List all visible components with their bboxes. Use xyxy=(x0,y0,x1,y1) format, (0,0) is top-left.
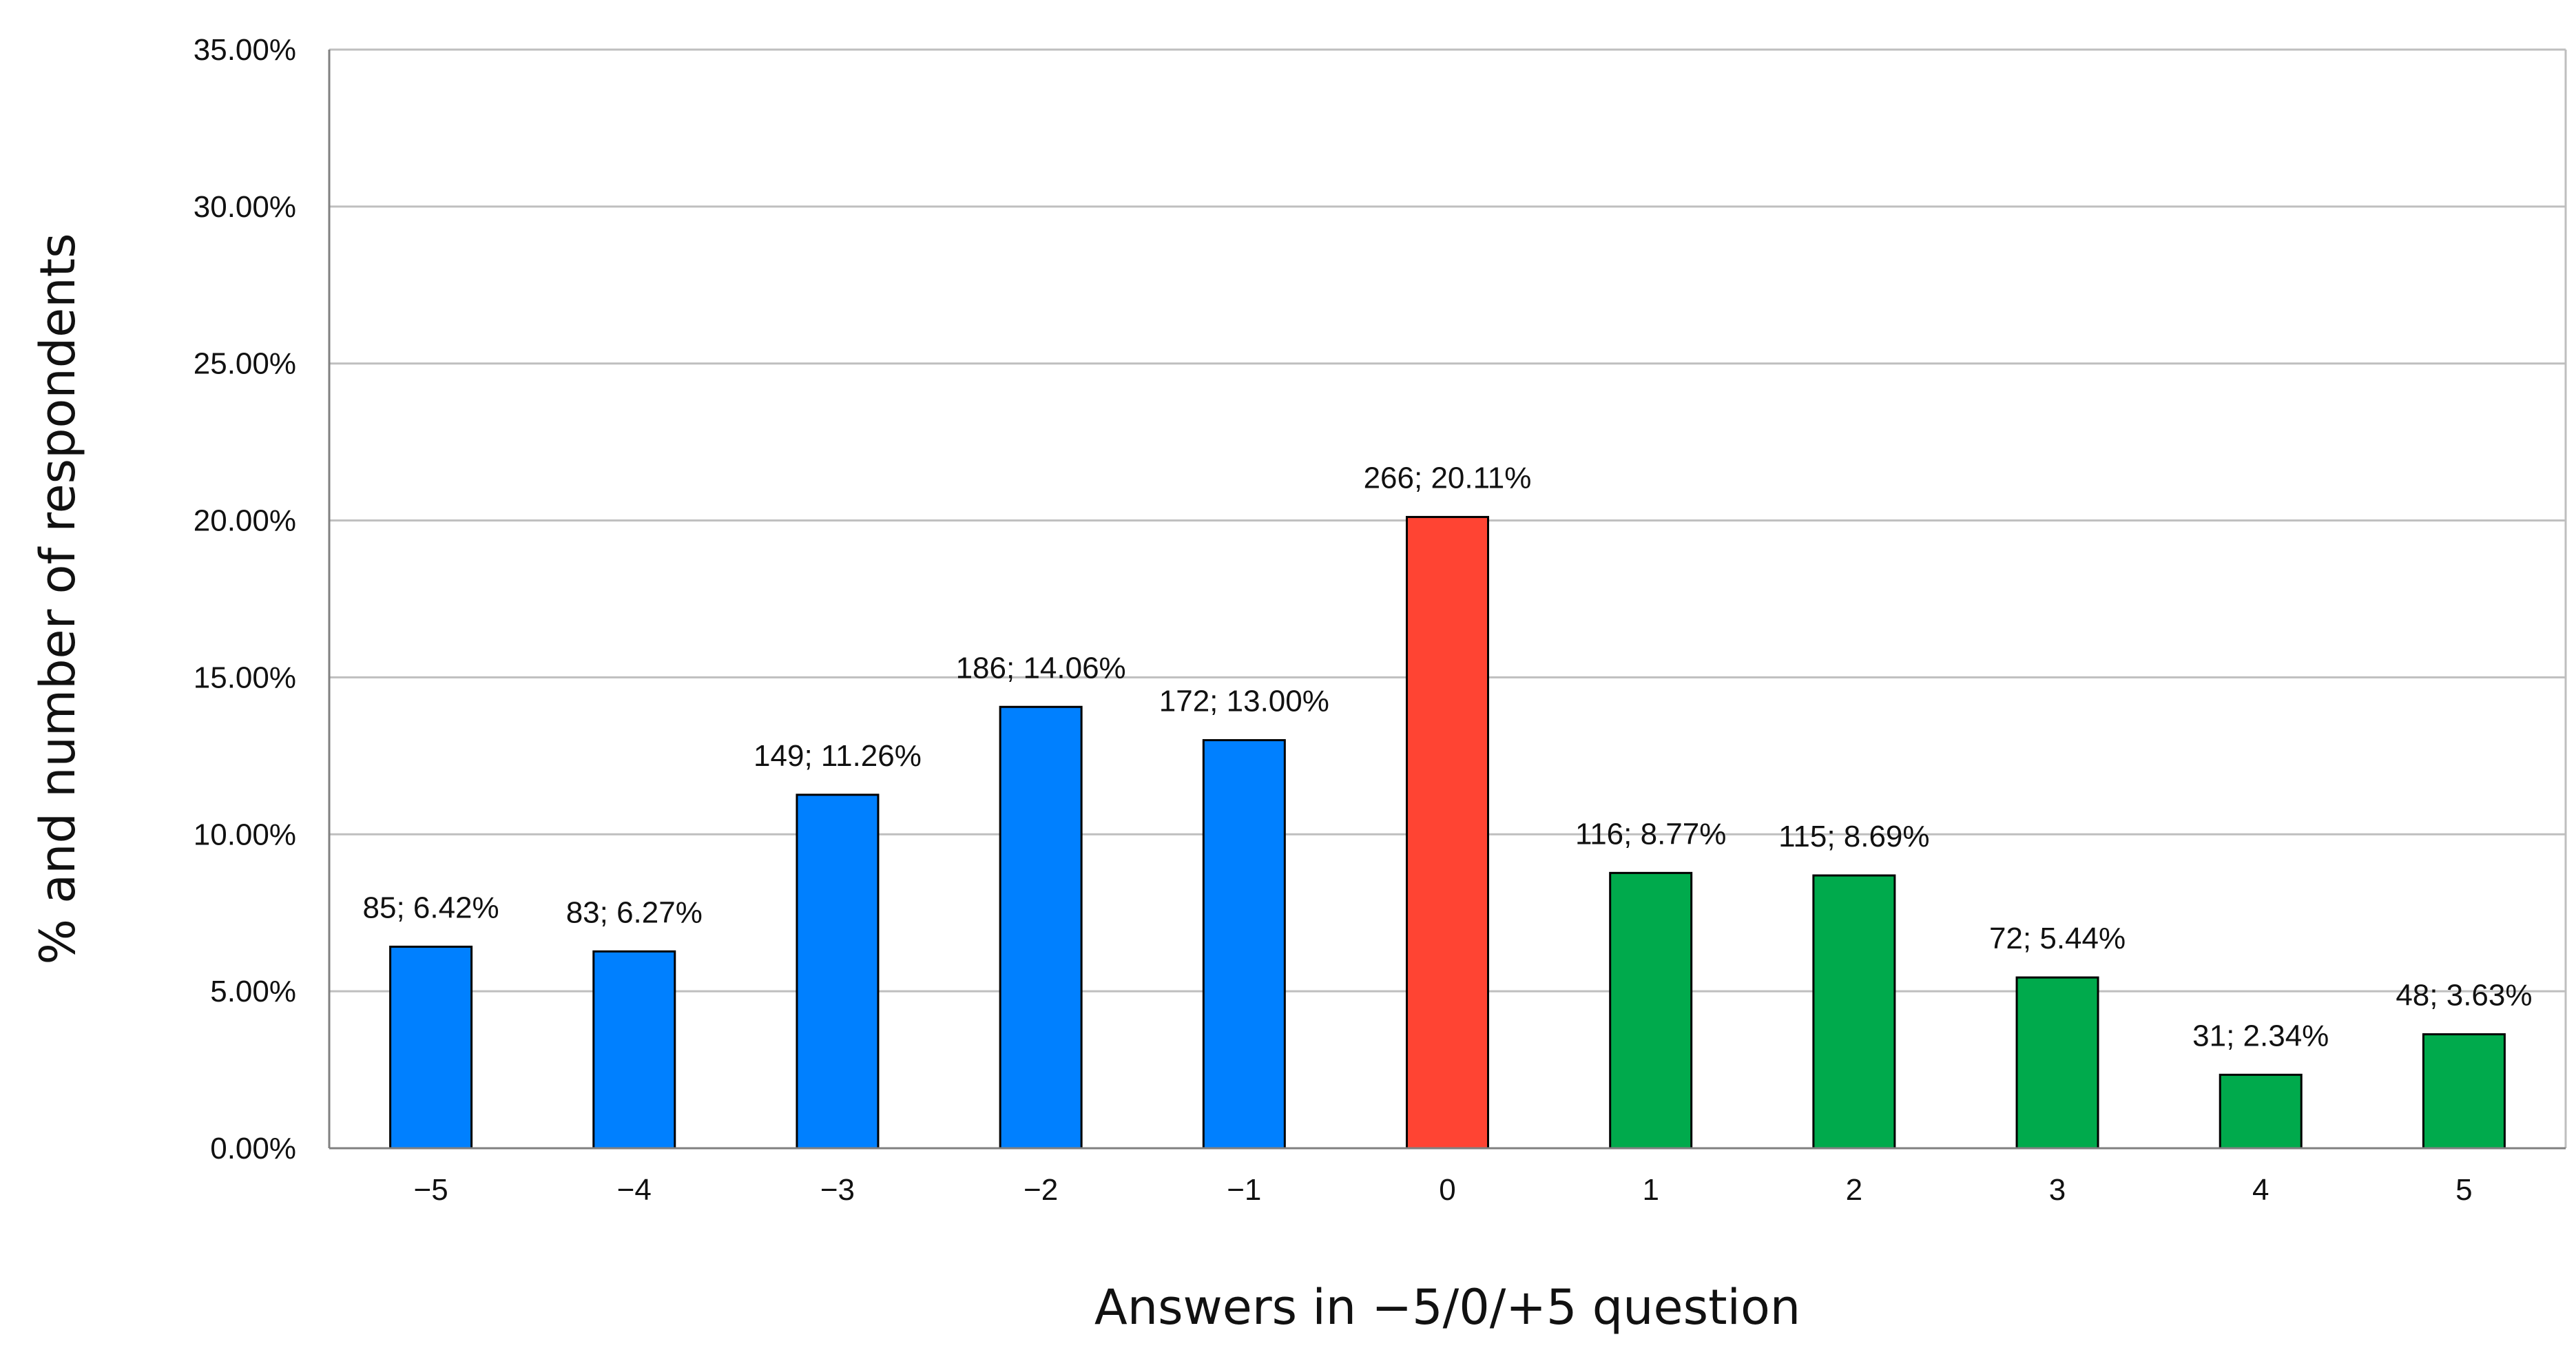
bar xyxy=(2219,1073,2303,1150)
x-tick-label: −1 xyxy=(1227,1173,1261,1207)
x-tick-label: −2 xyxy=(1024,1173,1058,1207)
data-label: 72; 5.44% xyxy=(1989,922,2126,955)
x-axis-ticks: −5 −4 −3 −2 −1 0 1 2 3 4 5 xyxy=(414,1173,2473,1207)
bar xyxy=(592,950,676,1150)
y-axis-title: % and number of respondents xyxy=(30,233,86,964)
data-labels: 85; 6.42% 83; 6.27% 149; 11.26% 186; 14.06%… xyxy=(363,461,2533,1053)
x-tick-label: 1 xyxy=(1642,1173,1659,1207)
x-tick-label: −3 xyxy=(820,1173,855,1207)
y-tick-label: 5.00% xyxy=(210,975,296,1008)
bar xyxy=(999,705,1083,1150)
data-label: 149; 11.26% xyxy=(754,739,922,773)
bar xyxy=(1812,874,1896,1150)
x-tick-label: 2 xyxy=(1846,1173,1862,1207)
x-axis-title: Answers in −5/0/+5 question xyxy=(1094,1279,1800,1336)
data-label: 116; 8.77% xyxy=(1575,817,1726,851)
y-tick-label: 20.00% xyxy=(194,504,296,538)
y-tick-label: 25.00% xyxy=(194,347,296,381)
bar xyxy=(1202,739,1286,1150)
bars xyxy=(389,516,2506,1150)
x-tick-label: 5 xyxy=(2455,1173,2472,1207)
y-tick-label: 15.00% xyxy=(194,661,296,694)
y-tick-label: 35.00% xyxy=(194,33,296,67)
data-label: 85; 6.42% xyxy=(363,891,499,924)
x-tick-label: 0 xyxy=(1439,1173,1455,1207)
data-label: 48; 3.63% xyxy=(2396,979,2532,1013)
bar xyxy=(2015,976,2099,1150)
bar xyxy=(1609,871,1693,1150)
x-tick-label: 4 xyxy=(2252,1173,2269,1207)
data-label: 115; 8.69% xyxy=(1778,820,1929,853)
bar xyxy=(389,945,473,1150)
y-axis-ticks: 0.00% 5.00% 10.00% 15.00% 20.00% 25.00% 30.00%… xyxy=(194,33,296,1165)
bar xyxy=(1406,516,1489,1150)
x-tick-label: −5 xyxy=(414,1173,448,1207)
x-tick-label: 3 xyxy=(2049,1173,2066,1207)
y-tick-label: 0.00% xyxy=(210,1132,296,1165)
bar xyxy=(796,793,880,1150)
data-label: 172; 13.00% xyxy=(1159,685,1329,718)
data-label: 83; 6.27% xyxy=(566,895,703,929)
bar xyxy=(2422,1033,2506,1150)
data-label: 186; 14.06% xyxy=(956,651,1126,685)
data-label: 31; 2.34% xyxy=(2192,1019,2329,1052)
y-tick-label: 30.00% xyxy=(194,190,296,224)
y-tick-label: 10.00% xyxy=(194,818,296,851)
data-label: 266; 20.11% xyxy=(1364,461,1532,495)
x-tick-label: −4 xyxy=(617,1173,652,1207)
